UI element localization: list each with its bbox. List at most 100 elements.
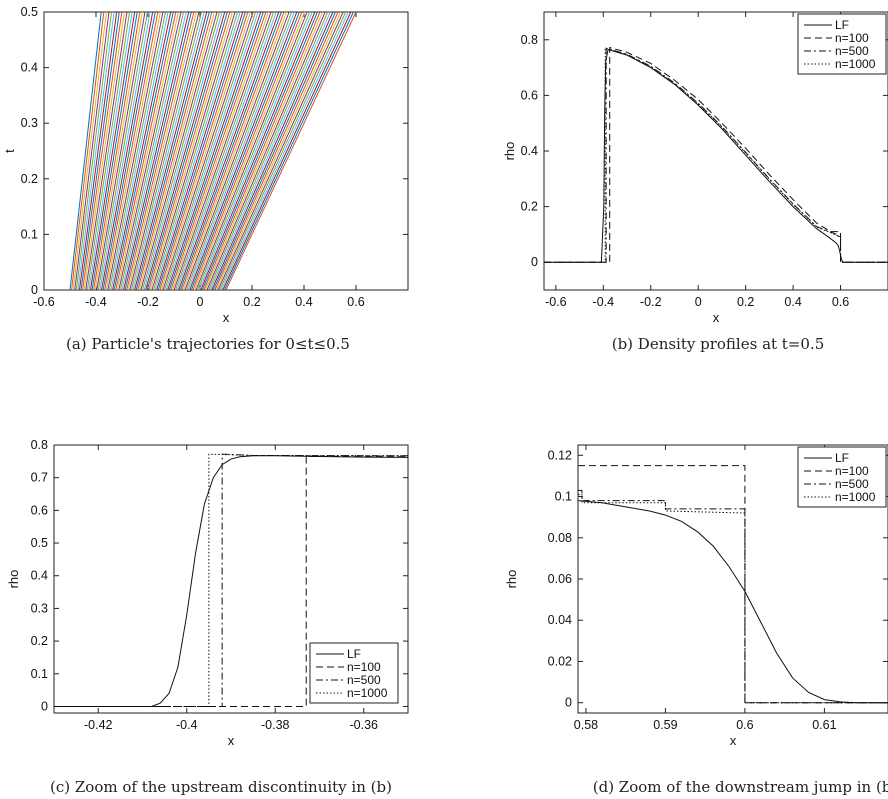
data-layer xyxy=(54,453,408,707)
x-tick-label: 0.6 xyxy=(347,295,364,309)
trajectory-line xyxy=(146,12,228,290)
x-tick-label: 0.6 xyxy=(832,295,849,309)
trajectory-line xyxy=(222,12,352,290)
trajectory-line xyxy=(209,12,331,290)
trajectory-line xyxy=(110,12,169,290)
legend-entry: n=100 xyxy=(835,464,869,478)
trajectory-line xyxy=(129,12,200,290)
trajectory-line xyxy=(212,12,336,290)
trajectory-line xyxy=(189,12,298,290)
x-tick-label: -0.6 xyxy=(545,295,567,309)
trajectory-line xyxy=(89,12,136,290)
trajectory-line xyxy=(205,12,324,290)
trajectory-line xyxy=(78,12,118,290)
x-axis-label: x xyxy=(730,733,737,748)
y-tick-label: 0.06 xyxy=(548,572,572,586)
data-layer xyxy=(544,46,888,263)
trajectory-line xyxy=(151,12,236,290)
trajectory-line xyxy=(115,12,177,290)
trajectory-line xyxy=(142,12,221,290)
legend-entry: n=1000 xyxy=(835,57,876,71)
y-tick-label: 0 xyxy=(41,699,48,713)
x-axis-label: x xyxy=(223,310,230,325)
legend-entry: n=500 xyxy=(347,673,381,687)
trajectory-line xyxy=(102,12,156,290)
panel-a: -0.6 -0.4 -0.2 0 0.2 0.4 0.6 0 0.1 0.2 0.3 0.4 0.5 x t… xyxy=(2,5,409,353)
y-tick-label: 0.04 xyxy=(548,613,572,627)
series-line-n100 xyxy=(544,46,888,263)
y-axis-label: rho xyxy=(6,570,21,589)
legend-box xyxy=(797,13,887,75)
x-tick-label: -0.38 xyxy=(261,718,290,732)
trajectory-line xyxy=(153,12,239,290)
trajectory-line xyxy=(211,12,334,290)
y-tick-label: 0.5 xyxy=(31,536,48,550)
x-tick-label: 0.61 xyxy=(812,718,836,732)
trajectory-line xyxy=(217,12,344,290)
series-line-n500 xyxy=(578,489,888,704)
trajectory-line xyxy=(130,12,203,290)
legend-box xyxy=(309,642,399,704)
panel-caption: (b) Density profiles at t=0.5 xyxy=(612,335,825,353)
x-axis-label: x xyxy=(713,310,720,325)
trajectory-line xyxy=(86,12,131,290)
y-tick-label: 0.08 xyxy=(548,531,572,545)
trajectory-line xyxy=(112,12,172,290)
trajectory-line xyxy=(170,12,267,290)
trajectory-line xyxy=(94,12,143,290)
trajectory-line xyxy=(134,12,208,290)
trajectory-line xyxy=(104,12,159,290)
trajectory-line xyxy=(198,12,313,290)
x-tick-label: 0.58 xyxy=(574,718,598,732)
y-axis-label: rho xyxy=(504,570,519,589)
panel-c: -0.42 -0.4 -0.38 -0.36 0 0.1 0.2 0.3 0.4 0.5 0.6 0.… xyxy=(6,438,409,796)
trajectory-line xyxy=(77,12,115,290)
trajectory-line xyxy=(154,12,241,290)
y-tick-label: 0.12 xyxy=(548,448,572,462)
trajectory-line xyxy=(137,12,213,290)
trajectory-line xyxy=(223,12,354,290)
plot-frame xyxy=(53,444,409,714)
panel-d: 0.58 0.59 0.6 0.61 0 0.02 0.04 0.06 0.08 0.1 0.12 x… xyxy=(504,444,888,796)
trajectory-line xyxy=(107,12,164,290)
trajectory-line xyxy=(118,12,182,290)
trajectory-line xyxy=(91,12,138,290)
trajectory-line xyxy=(88,12,133,290)
y-tick-label: 0.1 xyxy=(555,490,572,504)
y-tick-label: 0.4 xyxy=(31,569,48,583)
y-tick-label: 0.2 xyxy=(521,200,538,214)
trajectory-line xyxy=(184,12,290,290)
trajectory-line xyxy=(168,12,264,290)
trajectory-line xyxy=(192,12,303,290)
trajectory-line xyxy=(124,12,192,290)
trajectory-line xyxy=(157,12,246,290)
x-tick-label: -0.2 xyxy=(640,295,662,309)
trajectory-line xyxy=(69,12,102,290)
trajectory-line xyxy=(179,12,282,290)
x-tick-label: 0.4 xyxy=(784,295,801,309)
y-tick-label: 0.02 xyxy=(548,654,572,668)
x-tick-label: -0.6 xyxy=(33,295,55,309)
trajectory-line xyxy=(138,12,215,290)
trajectory-line xyxy=(201,12,318,290)
x-tick-label: 0.6 xyxy=(736,718,753,732)
y-tick-label: 0.2 xyxy=(21,172,38,186)
legend-entry: n=100 xyxy=(835,31,869,45)
trajectory-line xyxy=(123,12,190,290)
trajectory-line xyxy=(99,12,151,290)
panel-caption: (a) Particle's trajectories for 0≤t≤0.5 xyxy=(66,335,350,353)
trajectory-line xyxy=(74,12,110,290)
series-line-lf xyxy=(578,500,888,704)
trajectory-line xyxy=(148,12,231,290)
trajectory-line xyxy=(80,12,120,290)
x-tick-label: -0.42 xyxy=(84,718,113,732)
trajectory-line xyxy=(200,12,316,290)
y-tick-label: 0 xyxy=(31,283,38,297)
panel-caption: (c) Zoom of the upstream discontinuity i… xyxy=(50,778,392,796)
trajectory-line xyxy=(190,12,300,290)
trajectory-line xyxy=(93,12,141,290)
trajectory-line xyxy=(164,12,257,290)
y-tick-label: 0 xyxy=(531,255,538,269)
trajectory-line xyxy=(127,12,197,290)
